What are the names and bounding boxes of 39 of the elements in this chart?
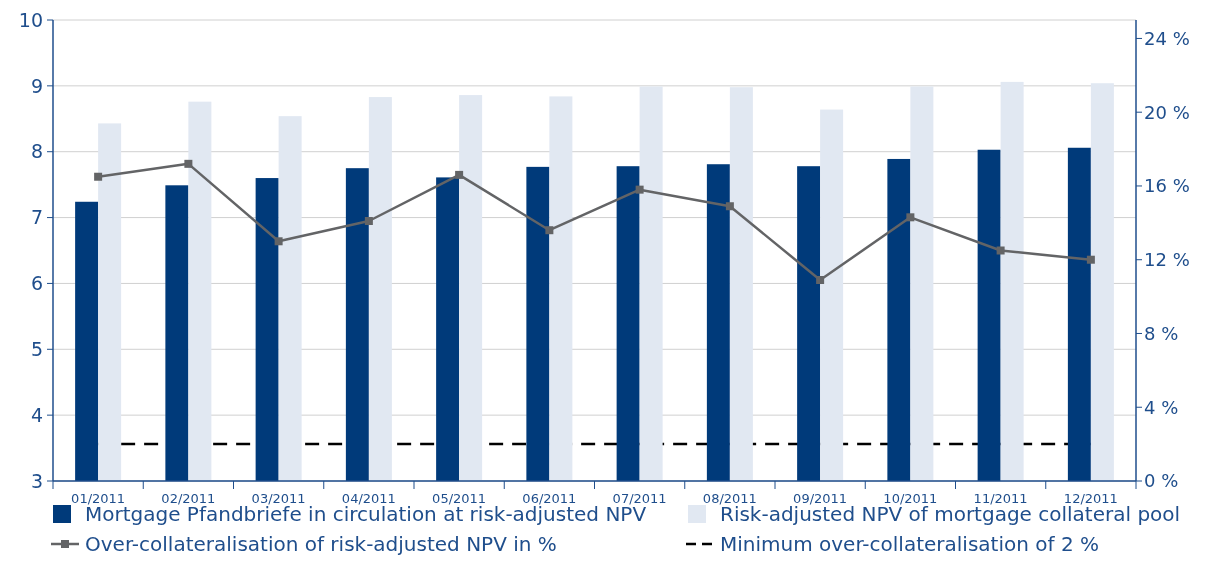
point xyxy=(725,202,734,211)
x-tick-label: 09/2011 xyxy=(793,491,848,506)
y2-tick-label: 0 % xyxy=(1144,470,1179,492)
x-tick-label: 06/2011 xyxy=(522,491,577,506)
x-tick-label: 12/2011 xyxy=(1063,491,1118,506)
y-tick-label: 3 xyxy=(30,469,43,492)
y-tick-label: 4 xyxy=(30,403,43,426)
y2-tick-label: 4 % xyxy=(1144,396,1179,418)
point xyxy=(1086,255,1095,264)
x-tick-label: 07/2011 xyxy=(612,491,667,506)
y-tick-label: 10 xyxy=(18,8,43,31)
point xyxy=(364,217,373,225)
point xyxy=(816,276,825,284)
y2-tick-label: 24 % xyxy=(1144,27,1190,49)
point xyxy=(274,237,283,246)
x-tick-label: 08/2011 xyxy=(702,491,757,506)
y2-tick-label: 8 % xyxy=(1144,322,1179,344)
x-tick-label: 11/2011 xyxy=(973,491,1028,506)
point xyxy=(996,246,1005,255)
y-tick-label: 5 xyxy=(30,337,43,360)
point xyxy=(184,159,193,168)
legend-label: Over-collateralisation of risk-adjusted NPV in % xyxy=(85,532,557,556)
point xyxy=(635,185,644,194)
x-tick-label: 03/2011 xyxy=(251,491,306,506)
y-tick-label: 9 xyxy=(30,74,43,97)
point xyxy=(94,172,103,181)
point xyxy=(545,226,554,235)
point xyxy=(906,213,915,222)
y-tick-label: 8 xyxy=(30,140,43,163)
y2-tick-label: 20 % xyxy=(1144,101,1190,123)
legend-label: Minimum over-collateralisation of 2 % xyxy=(720,532,1099,556)
x-tick-label: 04/2011 xyxy=(341,491,396,506)
x-tick-label: 05/2011 xyxy=(432,491,487,506)
x-tick-label: 02/2011 xyxy=(161,491,216,506)
y2-tick-label: 16 % xyxy=(1144,175,1190,197)
point xyxy=(455,170,464,179)
y-tick-label: 7 xyxy=(30,206,43,229)
y2-tick-label: 12 % xyxy=(1144,249,1190,271)
y-tick-label: 6 xyxy=(30,272,43,295)
